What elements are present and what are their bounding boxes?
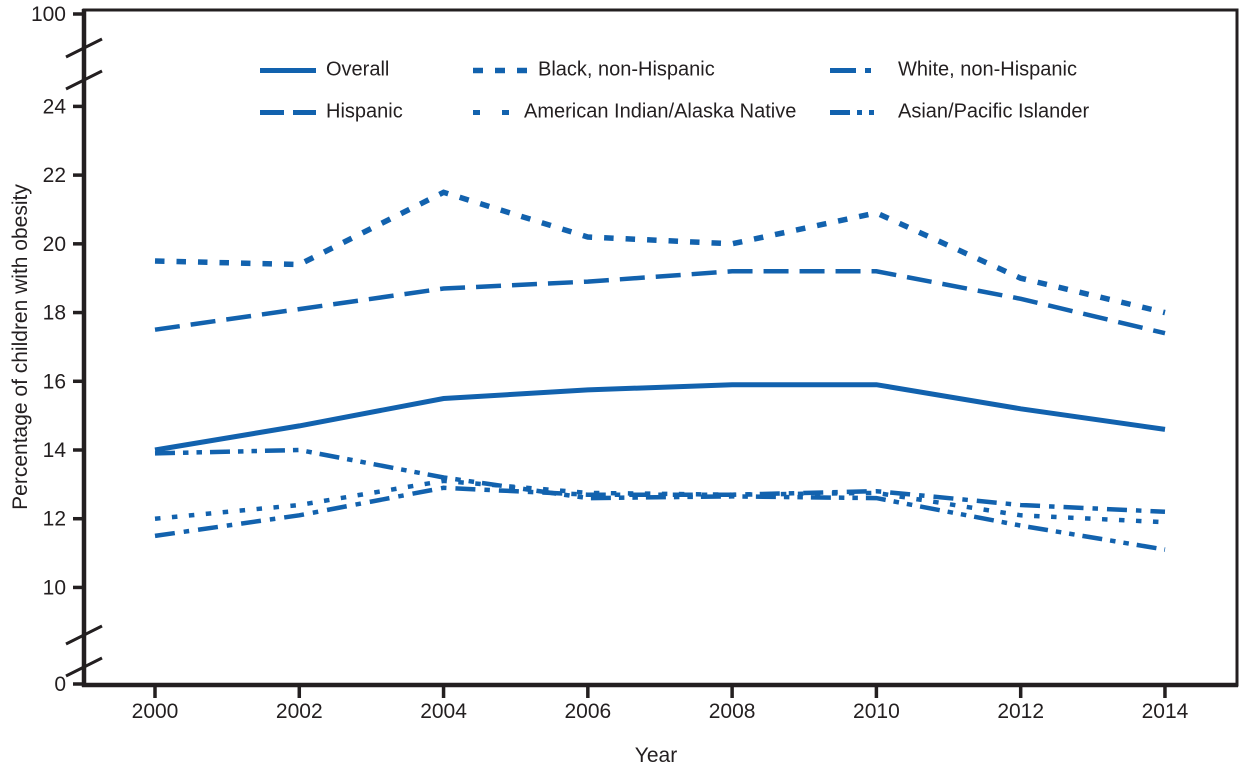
y-axis-title: Percentage of children with obesity bbox=[9, 184, 32, 510]
x-tick-label: 2004 bbox=[420, 700, 467, 723]
legend-label: White, non-Hispanic bbox=[898, 58, 1077, 81]
series-line-overall bbox=[154, 382, 1166, 453]
y-tick-label: 14 bbox=[43, 439, 67, 462]
y-tick-label: 22 bbox=[43, 164, 66, 187]
legend-label: Asian/Pacific Islander bbox=[898, 100, 1090, 123]
legend-label: Black, non-Hispanic bbox=[538, 58, 715, 81]
x-tick-label: 2002 bbox=[276, 700, 323, 723]
x-tick-label: 2014 bbox=[1142, 700, 1189, 723]
legend-line-sample bbox=[260, 109, 316, 115]
y-tick-label: 16 bbox=[43, 370, 66, 393]
y-tick-label: 18 bbox=[43, 302, 66, 325]
series-line-american-indian-alaska-native bbox=[154, 478, 1166, 525]
axis-break-slash bbox=[65, 624, 103, 646]
x-tick-label: 2000 bbox=[132, 700, 179, 723]
series-line-hispanic bbox=[154, 269, 1166, 336]
x-tick-label: 2008 bbox=[709, 700, 756, 723]
y-tick-label: 12 bbox=[43, 508, 66, 531]
y-tick-label: 24 bbox=[43, 95, 67, 118]
legend-line-sample bbox=[260, 67, 316, 73]
axis-break-slash bbox=[65, 656, 103, 678]
legend-label: Overall bbox=[326, 58, 390, 81]
y-tick-label: 20 bbox=[43, 233, 66, 256]
legend-line-sample bbox=[473, 109, 515, 115]
legend-line-sample bbox=[830, 67, 886, 73]
legend-item-hispanic: Hispanic bbox=[260, 101, 403, 124]
legend-label: Hispanic bbox=[326, 100, 403, 123]
series-line-black-non-hispanic bbox=[154, 189, 1166, 316]
x-tick-label: 2012 bbox=[997, 700, 1044, 723]
y-tick-label: 0 bbox=[54, 673, 66, 696]
x-tick-label: 2010 bbox=[853, 700, 900, 723]
legend-item-overall: Overall bbox=[260, 59, 389, 82]
series-line-white-non-hispanic bbox=[154, 485, 1166, 539]
x-axis-title: Year bbox=[634, 744, 678, 767]
legend-line-sample bbox=[473, 67, 529, 73]
legend-item-asian-pacific-islander: Asian/Pacific Islander bbox=[830, 101, 1089, 124]
series-line-asian-pacific-islander bbox=[154, 447, 1166, 552]
legend-label: American Indian/Alaska Native bbox=[524, 100, 797, 123]
legend-line-sample bbox=[830, 109, 886, 115]
y-tick-label: 100 bbox=[31, 3, 66, 26]
legend-item-white-non-hispanic: White, non-Hispanic bbox=[830, 59, 1077, 82]
y-tick-label: 10 bbox=[43, 576, 66, 599]
axis-break-slash bbox=[65, 37, 103, 59]
axis-break-slash bbox=[65, 69, 103, 91]
legend-item-black-non-hispanic: Black, non-Hispanic bbox=[473, 59, 715, 82]
x-tick-label: 2006 bbox=[564, 700, 611, 723]
legend-item-american-indian-alaska-native: American Indian/Alaska Native bbox=[473, 101, 796, 124]
